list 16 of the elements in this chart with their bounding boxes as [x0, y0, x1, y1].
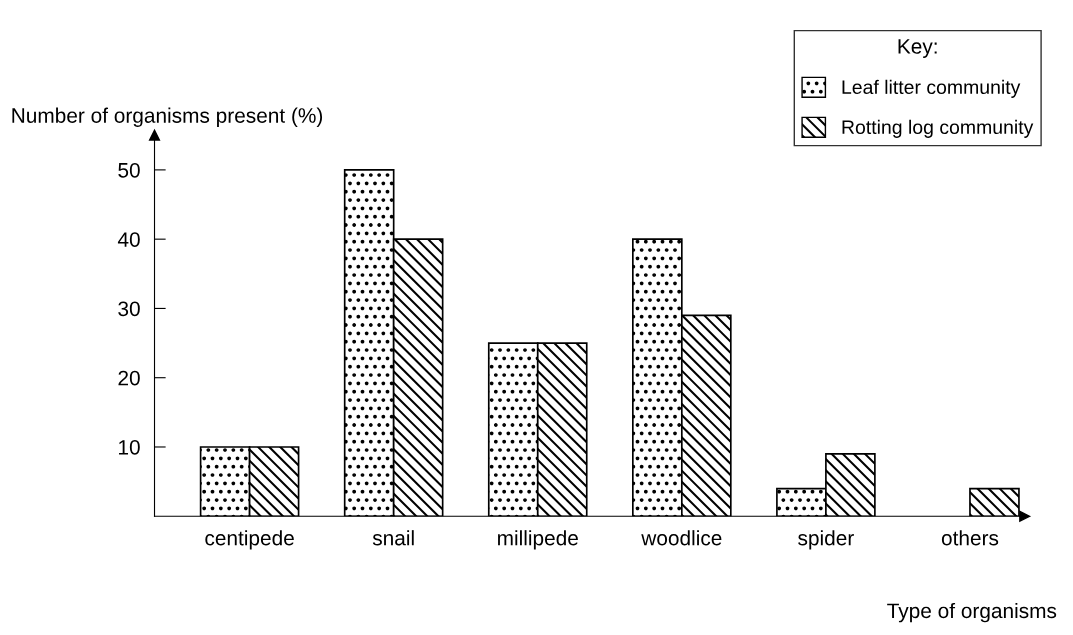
x-tick-label: others [941, 530, 999, 546]
y-tick-label: 50 [118, 162, 140, 178]
x-tick-label: centipede [205, 530, 294, 550]
y-tick-label: 10 [119, 439, 140, 455]
x-tick-label: millipede [498, 530, 578, 550]
x-tick-label: spider [798, 530, 854, 550]
legend-label: Leaf litter community [842, 79, 1021, 98]
x-tick-label: woodlice [641, 530, 722, 546]
y-tick-label: 30 [118, 301, 140, 317]
x-axis-title: Type of organisms [887, 602, 1057, 623]
y-tick-label: 20 [118, 370, 140, 386]
legend-title: Key: [898, 39, 937, 58]
y-axis-title: Number of organisms present (%) [12, 107, 323, 127]
x-tick-label: snail [372, 530, 414, 546]
y-tick-label: 40 [117, 232, 140, 247]
legend-label: Rotting log community [842, 119, 1034, 138]
